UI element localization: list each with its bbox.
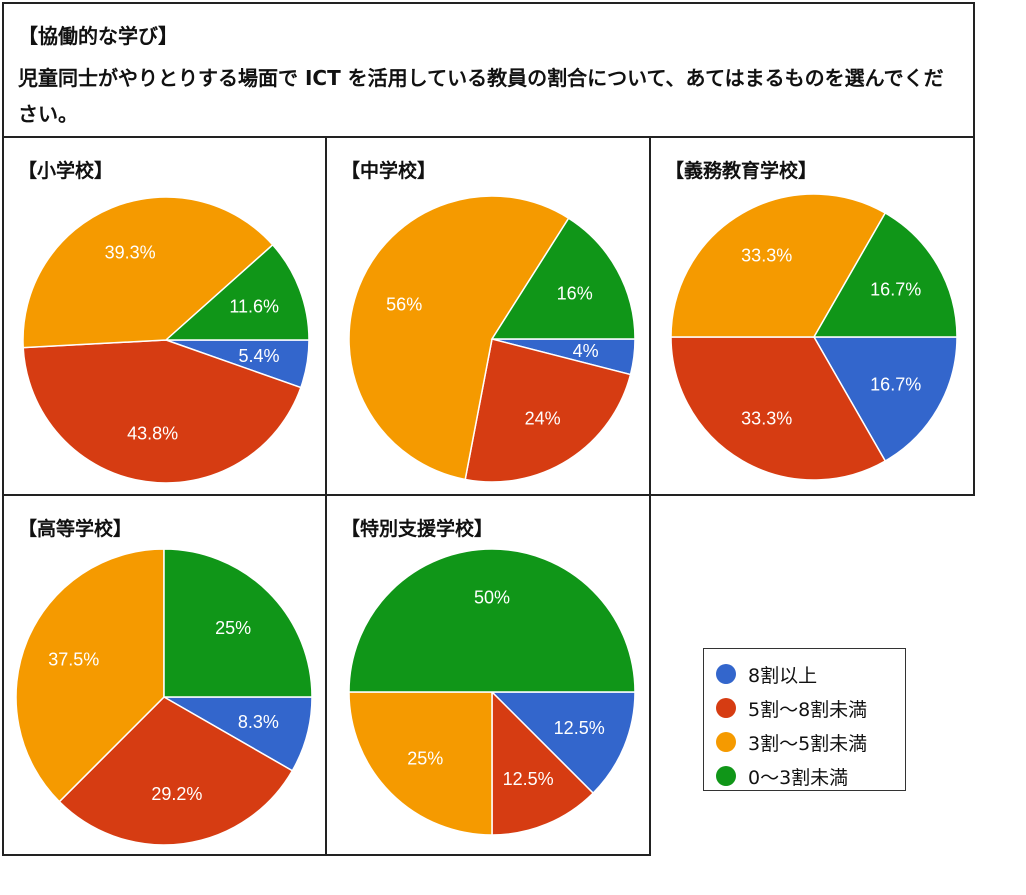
slice-label: 16.7%	[870, 280, 921, 300]
legend-swatch	[716, 766, 736, 786]
legend-label: 3割〜5割未満	[748, 732, 868, 755]
slice-label: 12.5%	[503, 769, 554, 789]
slice-label: 16%	[557, 284, 593, 304]
slice-label: 33.3%	[741, 409, 792, 429]
legend-label: 8割以上	[748, 664, 818, 687]
legend-label: 0〜3割未満	[748, 766, 849, 789]
legend-item: 3割〜5割未満	[716, 727, 867, 757]
chart-title: 【中学校】	[341, 160, 437, 182]
section-title: 【協働的な学び】	[18, 24, 178, 48]
legend-swatch	[716, 732, 736, 752]
chart-cell-high-school: 【高等学校】 8.3% 29.2% 37.5% 25%	[2, 494, 327, 856]
pie-slice	[812, 336, 958, 463]
pie-chart-special-support: 12.5% 12.5% 25% 50%	[348, 548, 636, 836]
legend-swatch	[716, 698, 736, 718]
slice-label: 50%	[474, 588, 510, 608]
slice-label: 8.3%	[238, 712, 279, 732]
pie-slice	[490, 691, 636, 795]
slice-label: 12.5%	[554, 718, 605, 738]
chart-title: 【義務教育学校】	[665, 160, 818, 182]
pie-slice	[22, 339, 302, 484]
slice-label: 24%	[525, 409, 561, 429]
slice-label: 43.8%	[127, 423, 178, 443]
pie-chart-compulsory: 16.7% 33.3% 33.3% 16.7%	[670, 193, 958, 481]
legend-item: 8割以上	[716, 659, 817, 689]
slice-label: 33.3%	[741, 245, 792, 265]
chart-legend: 8割以上 5割〜8割未満 3割〜5割未満 0〜3割未満	[703, 648, 906, 791]
chart-cell-elementary: 【小学校】 5.4% 43.8% 39.3% 11.6%	[2, 136, 327, 496]
slice-label: 29.2%	[151, 784, 202, 804]
slice-label: 25%	[407, 749, 443, 769]
slice-label: 11.6%	[229, 296, 279, 316]
pie-slice	[812, 211, 958, 338]
slice-label: 39.3%	[105, 243, 156, 263]
slice-label: 56%	[386, 294, 422, 314]
chart-title: 【小学校】	[18, 160, 114, 182]
pie-slice	[15, 548, 165, 803]
pie-slice	[670, 336, 887, 481]
pie-slice	[22, 196, 274, 349]
slice-label: 37.5%	[48, 650, 99, 670]
pie-chart-high-school: 8.3% 29.2% 37.5% 25%	[15, 548, 313, 846]
pie-slice	[348, 195, 570, 481]
pie-slice	[58, 696, 294, 846]
question-header: 【協働的な学び】 児童同士がやりとりする場面で ICT を活用している教員の割合…	[2, 2, 975, 138]
slice-label: 25%	[215, 618, 251, 638]
legend-item: 0〜3割未満	[716, 761, 848, 791]
chart-cell-special-support: 【特別支援学校】 12.5% 12.5% 25% 50%	[325, 494, 651, 856]
pie-slice	[164, 243, 310, 341]
question-text: 児童同士がやりとりする場面で ICT を活用している教員の割合について、あてはま…	[18, 66, 944, 126]
pie-slice	[348, 548, 636, 693]
pie-slice	[348, 691, 493, 836]
slice-label: 5.4%	[238, 346, 279, 366]
chart-title: 【高等学校】	[18, 518, 133, 540]
pie-slice	[464, 338, 632, 483]
chart-cell-compulsory: 【義務教育学校】 16.7% 33.3% 33.3% 16.7%	[649, 136, 975, 496]
chart-cell-junior-high: 【中学校】 4% 24% 56% 16%	[325, 136, 651, 496]
pie-slice	[490, 217, 636, 340]
legend-label: 5割〜8割未満	[748, 698, 868, 721]
chart-title: 【特別支援学校】	[341, 518, 494, 540]
pie-chart-junior-high: 4% 24% 56% 16%	[348, 195, 636, 483]
pie-slice	[163, 548, 313, 698]
slice-label: 16.7%	[870, 374, 921, 394]
pie-slice	[491, 690, 595, 836]
legend-item: 5割〜8割未満	[716, 693, 867, 723]
pie-chart-elementary: 5.4% 43.8% 39.3% 11.6%	[22, 196, 310, 484]
legend-swatch	[716, 664, 736, 684]
pie-slice	[670, 193, 887, 338]
slice-label: 4%	[573, 341, 599, 361]
